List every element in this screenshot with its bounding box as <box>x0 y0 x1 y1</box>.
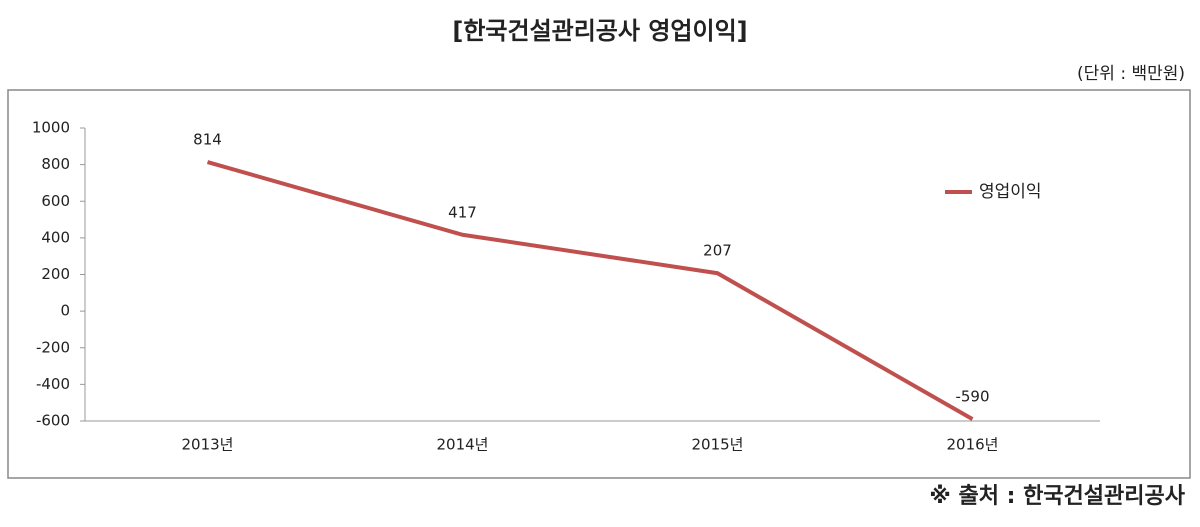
x-tick-label: 2013년 <box>182 436 234 454</box>
y-tick-label: 600 <box>41 192 70 210</box>
unit-note: (단위 : 백만원) <box>1077 64 1185 84</box>
data-label: 814 <box>193 131 222 149</box>
data-label: 417 <box>448 203 477 221</box>
x-tick-label: 2016년 <box>947 436 999 454</box>
x-tick-label: 2015년 <box>692 436 744 454</box>
chart-frame <box>7 89 1191 479</box>
legend-label: 영업이익 <box>979 182 1042 202</box>
y-tick-label: -400 <box>36 375 70 393</box>
y-tick-label: 800 <box>41 155 70 173</box>
y-tick-label: -600 <box>36 412 70 430</box>
series-line <box>206 160 974 421</box>
data-label: -590 <box>955 388 989 406</box>
data-label: 207 <box>703 242 732 260</box>
y-tick-label: 1000 <box>32 119 70 137</box>
x-tick-label: 2014년 <box>437 436 489 454</box>
y-tick-label: 200 <box>41 265 70 283</box>
chart-title: [한국건설관리공사 영업이익] <box>452 17 747 45</box>
source-note: ※ 출처 : 한국건설관리공사 <box>929 484 1185 509</box>
y-tick-label: 0 <box>60 302 70 320</box>
y-tick-label: 400 <box>41 228 70 246</box>
y-tick-label: -200 <box>36 338 70 356</box>
